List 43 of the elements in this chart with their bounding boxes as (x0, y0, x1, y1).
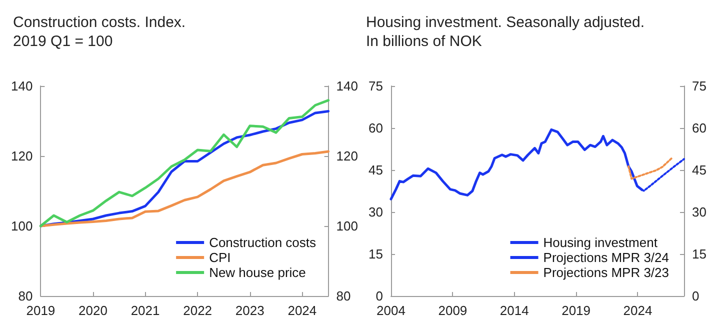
legend-label: Housing investment (543, 235, 658, 250)
legend-label: CPI (209, 250, 231, 265)
y-tick-label: 120 (10, 148, 33, 164)
chart-title: Housing investment. Seasonally adjusted. (366, 14, 644, 31)
chart-subtitle: In billions of NOK (366, 33, 482, 50)
chart-title: Construction costs. Index. (13, 14, 186, 31)
x-tick-label: 2023 (235, 303, 264, 318)
legend-label: New house price (209, 265, 306, 280)
y2-tick-label: 45 (692, 162, 706, 178)
x-tick-label: 2020 (78, 303, 108, 318)
x-tick-label: 2022 (183, 303, 212, 318)
y2-tick-label: 120 (336, 148, 358, 164)
legend-label: Projections MPR 3/23 (543, 265, 670, 280)
y-tick-label: 0 (376, 288, 383, 304)
line-series (39, 150, 330, 228)
y-tick-label: 140 (10, 78, 33, 94)
y-tick-label: 80 (18, 288, 33, 304)
x-tick-label: 2021 (130, 303, 160, 318)
line-series (627, 157, 673, 180)
x-tick-label: 2009 (438, 303, 468, 318)
x-tick-label: 2024 (623, 303, 652, 318)
chart-subtitle: 2019 Q1 = 100 (13, 33, 113, 50)
legend-label: Construction costs (209, 235, 316, 250)
x-tick-label: 2014 (500, 303, 529, 318)
x-tick-label: 2019 (562, 303, 591, 318)
y2-tick-label: 75 (692, 78, 706, 94)
y2-tick-label: 140 (336, 78, 358, 94)
x-tick-label: 2024 (288, 303, 317, 318)
y-tick-label: 75 (368, 78, 383, 94)
y2-tick-label: 0 (692, 288, 700, 304)
y2-tick-label: 60 (692, 120, 706, 136)
y-tick-label: 45 (368, 162, 383, 178)
legend-label: Projections MPR 3/24 (543, 250, 670, 265)
y2-tick-label: 100 (336, 218, 358, 234)
y-tick-label: 30 (368, 204, 383, 220)
x-tick-label: 2019 (26, 303, 56, 318)
y-tick-label: 60 (368, 120, 383, 136)
y2-tick-label: 30 (692, 204, 706, 220)
y-tick-label: 100 (10, 218, 33, 234)
x-tick-label: 2004 (376, 303, 406, 318)
y2-tick-label: 15 (692, 246, 706, 262)
y2-tick-label: 80 (336, 288, 351, 304)
y-tick-label: 15 (368, 246, 383, 262)
